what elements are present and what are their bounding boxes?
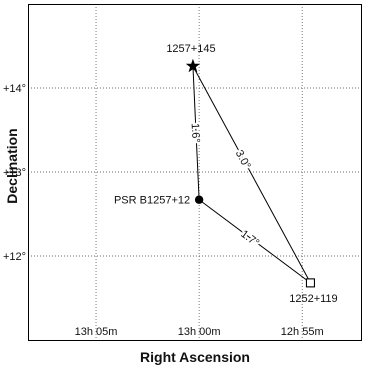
source-markers [185, 58, 316, 288]
x-tick-label: 13h 00m [178, 326, 221, 338]
separation-label: 1.6° [189, 123, 202, 143]
tick-labels: 13h 05m 13h 00m 12h 55m +14° +13° +12° [3, 83, 324, 338]
filled-circle-marker [194, 195, 204, 204]
x-tick-label: 12h 55m [281, 326, 324, 338]
source-labels: 1257+145 PSR B1257+12 1252+119 [114, 43, 338, 305]
plot-frame [28, 4, 362, 341]
source-label: PSR B1257+12 [114, 195, 190, 207]
separation-lines [192, 65, 311, 284]
x-axis-label: Right Ascension [140, 349, 250, 365]
x-tick-label: 13h 05m [75, 326, 118, 338]
separation-line [198, 199, 311, 284]
star-marker [185, 58, 201, 73]
separation-line [192, 66, 200, 200]
separation-labels: 1.6°3.0°1.7° [187, 121, 264, 252]
source-label: 1257+145 [166, 43, 215, 55]
y-axis-label: Declination [4, 128, 20, 203]
y-tick-label: +12° [3, 251, 26, 263]
y-tick-label: +13° [3, 167, 26, 179]
separation-line [192, 65, 311, 284]
open-square-marker [305, 278, 316, 288]
source-label: 1252+119 [289, 293, 337, 305]
gridlines [28, 4, 362, 340]
y-tick-label: +14° [3, 83, 26, 95]
separation-label: 3.0° [233, 148, 253, 171]
